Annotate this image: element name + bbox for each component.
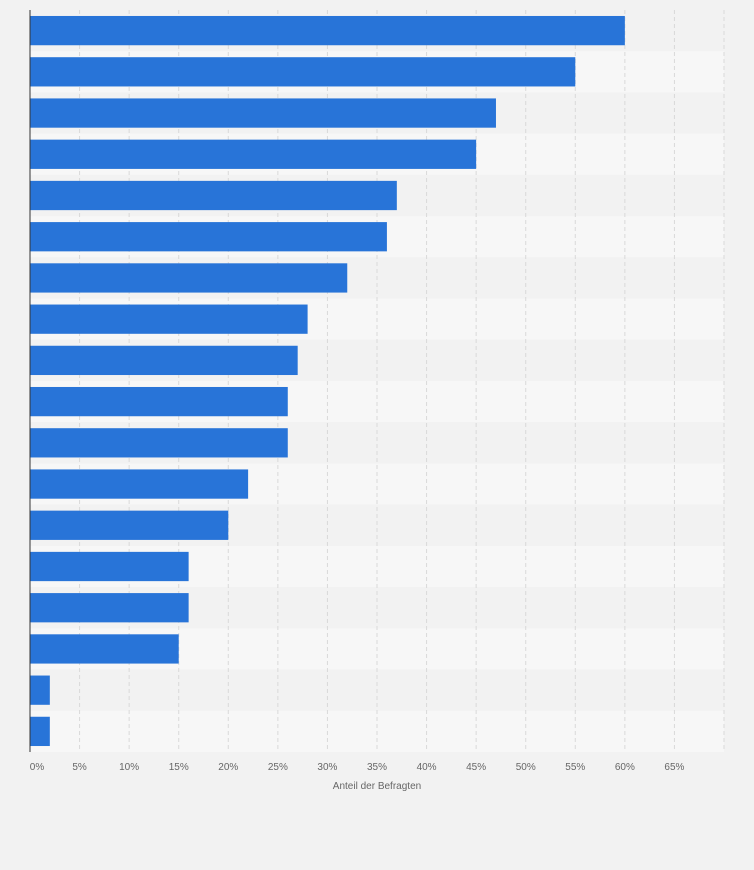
x-tick-label: 30% [317, 762, 337, 773]
x-tick-label: 60% [615, 762, 635, 773]
bar[interactable] [30, 428, 288, 458]
bar[interactable] [30, 139, 477, 169]
bar[interactable] [30, 57, 576, 87]
bar[interactable] [30, 345, 298, 376]
x-axis-ticks: 0% 5% 10% 15% 20% 25% 30% 35% 40% 45% 50% 55% 60% 65% [30, 762, 685, 773]
x-tick-label: 55% [565, 762, 585, 773]
bar[interactable] [30, 304, 308, 334]
bar[interactable] [30, 716, 50, 747]
x-tick-label: 20% [218, 762, 238, 773]
x-tick-label: 0% [30, 762, 45, 773]
gridlines [79, 10, 725, 752]
x-axis-title: Anteil der Befragten [333, 781, 421, 792]
bar[interactable] [30, 675, 50, 705]
x-tick-label: 65% [664, 762, 684, 773]
bar[interactable] [30, 222, 387, 252]
bar[interactable] [30, 386, 288, 417]
bar[interactable] [30, 593, 189, 623]
x-tick-label: 40% [417, 762, 437, 773]
x-tick-label: 10% [119, 762, 139, 773]
x-tick-label: 35% [367, 762, 387, 773]
bar[interactable] [30, 634, 179, 664]
bar[interactable] [30, 510, 229, 540]
x-tick-label: 15% [169, 762, 189, 773]
bar[interactable] [30, 263, 348, 293]
x-tick-label: 25% [268, 762, 288, 773]
bar[interactable] [30, 551, 189, 582]
x-tick-label: 50% [516, 762, 536, 773]
bar[interactable] [30, 469, 249, 499]
bar[interactable] [30, 98, 496, 128]
bars [30, 15, 625, 747]
bar[interactable] [30, 180, 397, 211]
x-tick-label: 5% [72, 762, 87, 773]
x-tick-label: 45% [466, 762, 486, 773]
bar[interactable] [30, 15, 625, 46]
